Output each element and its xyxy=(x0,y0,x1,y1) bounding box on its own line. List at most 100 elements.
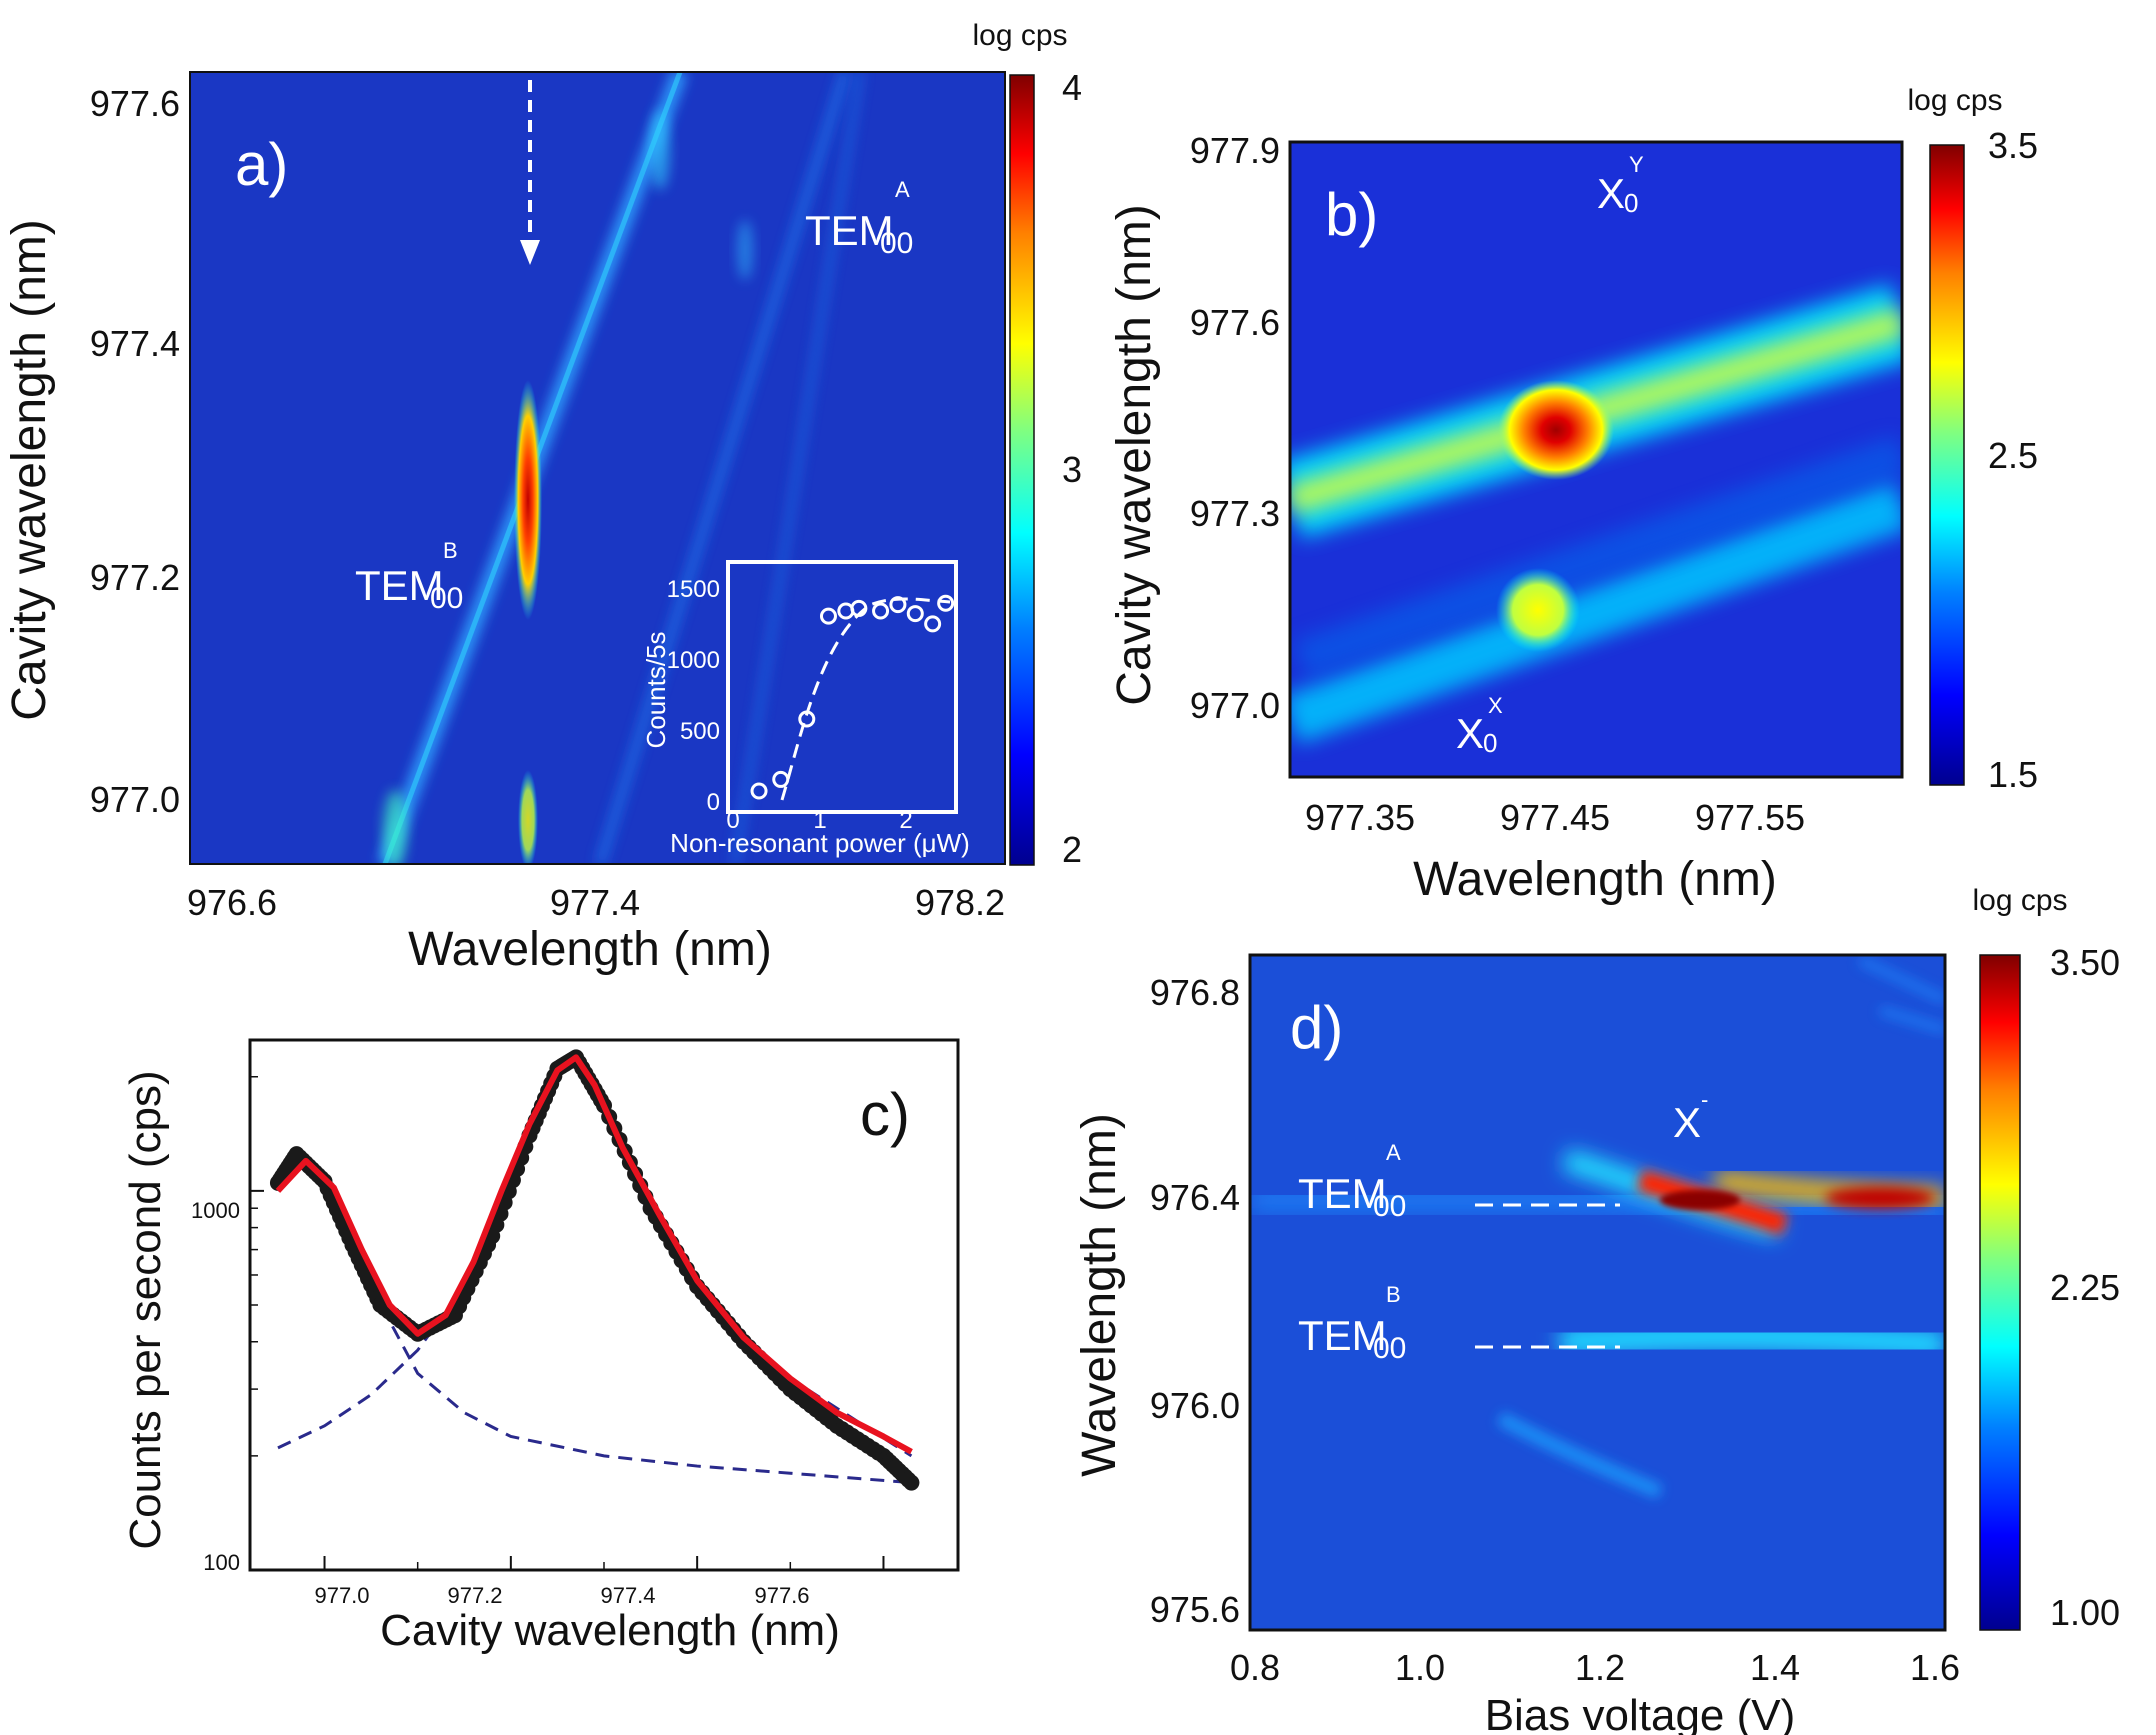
panel-d-x-ticks: 0.8 1.0 1.2 1.4 1.6 xyxy=(1230,1647,1960,1688)
annotation-sub: 0 xyxy=(1483,728,1497,758)
colorbar-tick: 1.00 xyxy=(2050,1592,2120,1633)
inset-data-point xyxy=(750,782,768,800)
panel-a-x-label: Wavelength (nm) xyxy=(408,923,772,976)
tick-label: 977.2 xyxy=(447,1583,502,1608)
panel-c-y-label: Counts per second (cps) xyxy=(121,1070,170,1549)
panel-d-x-label: Bias voltage (V) xyxy=(1485,1691,1796,1735)
inset-data-point xyxy=(798,710,816,728)
tick-label: 100 xyxy=(203,1550,240,1575)
panel-d-label: d) xyxy=(1290,994,1343,1061)
annotation-sup: B xyxy=(1386,1282,1401,1307)
panel-c-x-ticks: 977.0 977.2 977.4 977.6 xyxy=(314,1583,809,1608)
panel-b-annotation-x0y: X 0 Y xyxy=(1597,152,1644,218)
tick-label: 1000 xyxy=(667,647,720,674)
panel-d-annotation-trion: X - xyxy=(1673,1087,1708,1146)
colorbar-tick: 4 xyxy=(1062,67,1082,108)
tick-label: 975.6 xyxy=(1150,1589,1240,1630)
tick-label: 977.4 xyxy=(600,1583,655,1608)
panel-d-map xyxy=(1250,955,1945,1630)
panel-d: d) TEM 00 A TEM 00 B X - 976.8 976.4 976… xyxy=(1073,884,2120,1735)
colorbar-tick: 1.5 xyxy=(1988,754,2038,795)
tick-label: 2 xyxy=(899,807,912,834)
tick-label: 1.2 xyxy=(1575,1647,1625,1688)
tick-label: 976.8 xyxy=(1150,972,1240,1013)
panel-b-x-label: Wavelength (nm) xyxy=(1413,853,1777,906)
tick-label: 977.0 xyxy=(314,1583,369,1608)
tick-label: 977.2 xyxy=(90,557,180,598)
annotation-sub: 00 xyxy=(1373,1332,1406,1365)
colorbar-tick: 2 xyxy=(1062,829,1082,870)
inset-data-point xyxy=(906,605,924,623)
inset-points xyxy=(750,594,955,800)
panel-a-annotation-tem-b: TEM 00 B xyxy=(355,538,463,615)
tick-label: 1.4 xyxy=(1750,1647,1800,1688)
tick-label: 1 xyxy=(813,807,826,834)
panel-a-features xyxy=(377,72,864,864)
panel-a: a) TEM 00 A TEM 00 B 977.6 977.4 977.2 9… xyxy=(3,19,1082,976)
tick-label: 1.0 xyxy=(1395,1647,1445,1688)
colorbar-tick: 2.5 xyxy=(1988,435,2038,476)
annotation-sub: 0 xyxy=(1624,188,1638,218)
annotation-main: X xyxy=(1456,710,1484,757)
annotation-sup: B xyxy=(443,538,458,563)
colorbar-tick: 2.25 xyxy=(2050,1267,2120,1308)
panel-a-label: a) xyxy=(235,131,288,198)
panel-d-annotation-tem-a: TEM 00 A xyxy=(1298,1140,1406,1223)
panel-a-map xyxy=(190,72,1005,864)
panel-d-annotation-tem-b: TEM 00 B xyxy=(1298,1282,1406,1365)
annotation-sub: 00 xyxy=(880,227,913,260)
annotation-main: TEM xyxy=(1298,1312,1387,1359)
tick-label: 1500 xyxy=(667,576,720,603)
tick-label: 977.9 xyxy=(1190,130,1280,171)
tick-label: 977.55 xyxy=(1695,797,1805,838)
tick-label: 1000 xyxy=(191,1198,240,1223)
annotation-sup: A xyxy=(895,177,910,202)
inset-frame xyxy=(726,560,958,814)
inset-data-point xyxy=(850,599,868,617)
annotation-main: TEM xyxy=(805,207,894,254)
panel-b-colorbar-title: log cps xyxy=(1907,84,2002,117)
panel-a-colorbar-title: log cps xyxy=(972,19,1067,52)
fit-curve xyxy=(275,1054,913,1455)
panel-b-y-label: Cavity wavelength (nm) xyxy=(1108,204,1161,706)
annotation-sup: - xyxy=(1701,1087,1708,1112)
panel-b-features xyxy=(1290,142,1902,777)
tick-label: 977.6 xyxy=(1190,302,1280,343)
annotation-main: X xyxy=(1673,1099,1701,1146)
inset-data-point xyxy=(819,607,837,625)
panel-b-colorbar xyxy=(1929,144,1965,786)
annotation-main: TEM xyxy=(1298,1170,1387,1217)
resonance-arrowhead xyxy=(520,240,540,265)
panel-a-y-label: Cavity wavelength (nm) xyxy=(3,219,56,721)
data-point xyxy=(903,1474,920,1491)
colorbar-tick: 3.5 xyxy=(1988,125,2038,166)
inset-data-point xyxy=(937,594,955,612)
panel-c-plot xyxy=(250,1049,920,1571)
tick-label: 976.6 xyxy=(187,882,277,923)
panel-d-colorbar-title: log cps xyxy=(1972,884,2067,917)
tick-label: 976.0 xyxy=(1150,1385,1240,1426)
panel-c-frame xyxy=(248,1038,960,1572)
panel-d-colorbar xyxy=(1979,954,2021,1631)
annotation-main: TEM xyxy=(355,562,444,609)
inset-fit xyxy=(780,597,951,801)
tick-label: 977.6 xyxy=(754,1583,809,1608)
annotation-main: X xyxy=(1597,170,1625,217)
colorbar-tick: 3.50 xyxy=(2050,942,2120,983)
tick-label: 976.4 xyxy=(1150,1177,1240,1218)
tick-label: 977.45 xyxy=(1500,797,1610,838)
tick-label: 1.6 xyxy=(1910,1647,1960,1688)
annotation-sub: 00 xyxy=(1373,1190,1406,1223)
panel-c-y-ticks: 1000 100 xyxy=(191,1198,240,1575)
panel-c-label: c) xyxy=(860,1081,910,1148)
panel-d-features xyxy=(1250,955,1945,1499)
panel-b-annotation-x0x: X 0 X xyxy=(1456,693,1503,758)
inset-y-label: Counts/5s xyxy=(641,631,671,748)
panel-d-y-ticks: 976.8 976.4 976.0 975.6 xyxy=(1150,972,1240,1630)
tick-label: 0 xyxy=(726,807,739,834)
inset-data-point xyxy=(772,770,790,788)
panel-a-inset: 1500 1000 500 0 0 1 2 Non-resonant power… xyxy=(641,560,970,858)
annotation-sup: Y xyxy=(1629,152,1644,177)
